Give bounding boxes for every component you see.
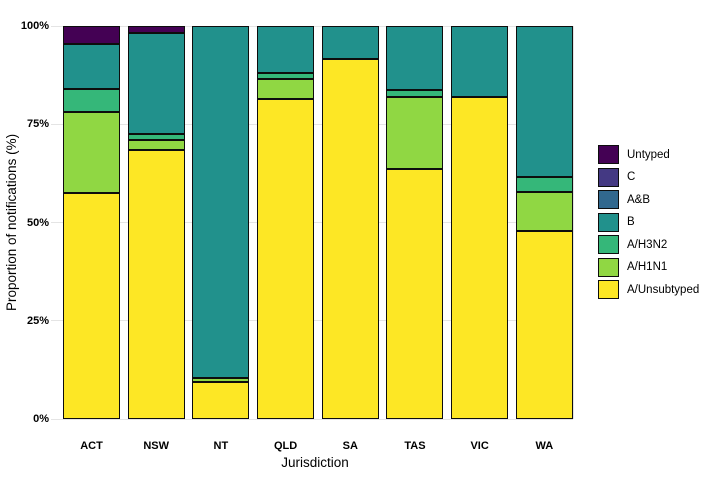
segment-b [127, 32, 185, 135]
x-tick-label-sa: SA [342, 440, 358, 452]
segment-a-h3n2 [127, 134, 185, 140]
legend-label-untyped: Untyped [627, 148, 670, 161]
segment-a-unsubtyped [63, 193, 120, 419]
bars-layer [57, 26, 573, 419]
legend-item-untyped: Untyped [598, 145, 699, 164]
y-tick-label-0: 0% [33, 413, 49, 425]
plot-panel [51, 25, 574, 420]
segment-b [192, 26, 250, 378]
legend-item-a-h3n2: A/H3N2 [598, 235, 699, 254]
legend-item-a-h1n1: A/H1N1 [598, 257, 699, 277]
bar-nt [192, 26, 250, 419]
segment-a-h1n1 [127, 139, 185, 150]
x-tick-label-nt: NT [213, 440, 229, 452]
x-tick-label-vic: VIC [470, 440, 489, 452]
bar-wa [515, 26, 573, 419]
y-axis-tick-labels: 0% 25% 50% 75% 100% [0, 20, 51, 425]
legend-item-a-b: A&B [598, 190, 699, 209]
legend-label-a-h3n2: A/H3N2 [627, 238, 668, 251]
bar-vic [451, 26, 509, 419]
segment-a-h1n1 [515, 191, 573, 232]
legend-swatch-c [598, 167, 619, 187]
segment-a-h3n2 [386, 89, 444, 97]
segment-a-h1n1 [386, 96, 444, 169]
y-tick-label-75: 75% [26, 118, 49, 131]
segment-untyped [127, 26, 185, 33]
x-tick-label-qld: QLD [273, 440, 298, 452]
gridline-100 [51, 25, 573, 27]
legend: Untyped C A&B B A/H3N2 A/H1N1 A/Unsubtyped [598, 145, 699, 299]
legend-item-b: B [598, 212, 699, 232]
legend-swatch-a-unsubtyped [598, 280, 619, 299]
segment-a-unsubtyped [257, 98, 315, 419]
segment-b [257, 26, 315, 74]
y-tick-label-50: 50% [26, 216, 49, 229]
x-tick-label-tas: TAS [404, 440, 426, 452]
segment-a-unsubtyped [451, 96, 509, 419]
segment-a-unsubtyped [386, 168, 444, 419]
segment-b [63, 43, 120, 89]
segment-a-h1n1 [192, 377, 250, 382]
gridline-0 [51, 418, 573, 420]
x-tick-label-act: ACT [80, 440, 103, 452]
segment-a-unsubtyped [321, 58, 379, 419]
segment-a-unsubtyped [127, 149, 185, 419]
segment-b [386, 26, 444, 90]
x-axis-tick-labels: ACT NSW NT QLD SA TAS VIC WA [57, 440, 573, 452]
segment-a-h1n1 [257, 79, 315, 99]
segment-a-h3n2 [63, 88, 120, 113]
x-tick-label-wa: WA [535, 440, 554, 452]
segment-a-h3n2 [515, 176, 573, 192]
y-tick-label-25: 25% [26, 314, 49, 327]
segment-a-h3n2 [257, 73, 315, 80]
legend-item-c: C [598, 167, 699, 187]
bar-nsw [127, 26, 185, 419]
legend-swatch-a-h1n1 [598, 257, 619, 277]
segment-a-h1n1 [63, 112, 120, 194]
y-tick-label-100: 100% [20, 20, 49, 32]
x-tick-label-nsw: NSW [143, 440, 170, 452]
segment-b [515, 26, 573, 177]
legend-label-c: C [627, 171, 636, 183]
legend-item-a-unsubtyped: A/Unsubtyped [598, 280, 699, 299]
legend-swatch-untyped [598, 145, 619, 164]
bar-sa [321, 26, 379, 419]
bar-tas [386, 26, 444, 419]
legend-label-a-unsubtyped: A/Unsubtyped [627, 283, 700, 296]
legend-swatch-b [598, 212, 619, 232]
legend-label-a-h1n1: A/H1N1 [627, 261, 668, 273]
legend-label-a-b: A&B [627, 193, 651, 206]
segment-untyped [63, 26, 120, 44]
legend-swatch-a-b [598, 190, 619, 209]
segment-a-unsubtyped [192, 381, 250, 419]
bar-qld [257, 26, 315, 419]
legend-label-b: B [627, 216, 635, 228]
x-axis-title: Jurisdiction [281, 455, 349, 470]
segment-b [451, 26, 509, 97]
segment-a-unsubtyped [515, 231, 573, 419]
segment-b [321, 26, 379, 59]
legend-swatch-a-h3n2 [598, 235, 619, 254]
bar-act [63, 26, 120, 419]
